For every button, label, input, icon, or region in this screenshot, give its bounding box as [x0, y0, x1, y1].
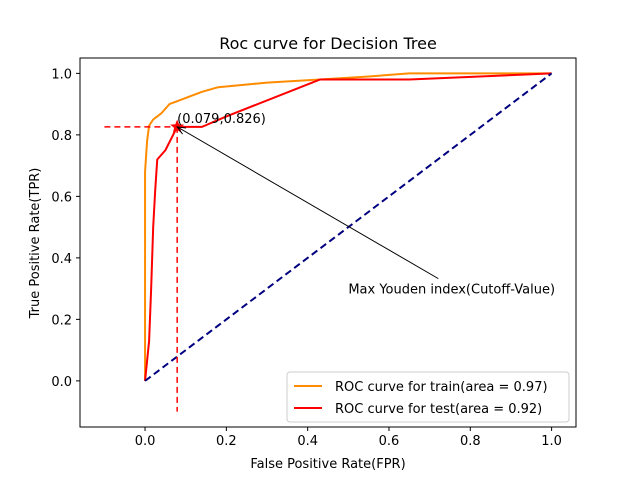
annotation-text: Max Youden index(Cutoff-Value): [348, 283, 555, 298]
chance-diagonal-line: [144, 72, 553, 382]
legend-label-train: ROC curve for train(area = 0.97): [335, 380, 548, 395]
x-axis-title: False Positive Rate(FPR): [250, 457, 405, 472]
y-tick-label: 0.8: [51, 129, 72, 144]
y-tick-label: 1.0: [51, 67, 72, 82]
x-tick-label: 0.2: [216, 434, 237, 449]
x-tick-label: 0.8: [460, 434, 481, 449]
x-axis-ticks: 0.0 0.2 0.4 0.6 0.8 1.0: [135, 427, 562, 449]
annotation-layer: (0.079,0.826) Max Youden index(Cutoff-Val…: [104, 112, 555, 412]
x-tick-label: 0.0: [135, 434, 156, 449]
legend: ROC curve for train(area = 0.97) ROC curv…: [286, 371, 570, 423]
y-axis-ticks: 0.0 0.2 0.4 0.6 0.8 1.0: [51, 67, 80, 390]
train-roc-line: [144, 72, 552, 381]
x-tick-label: 1.0: [541, 434, 562, 449]
test-roc-line: [144, 72, 552, 381]
chart-title: Roc curve for Decision Tree: [219, 34, 437, 53]
y-tick-label: 0.0: [51, 375, 72, 390]
y-tick-label: 0.2: [51, 313, 72, 328]
cutoff-point-label: (0.079,0.826): [177, 112, 266, 127]
legend-box: [286, 371, 570, 423]
legend-label-test: ROC curve for test(area = 0.92): [335, 402, 542, 417]
y-tick-label: 0.4: [51, 252, 72, 267]
x-tick-label: 0.4: [297, 434, 318, 449]
y-axis-title: True Positive Rate(TPR): [28, 168, 43, 320]
y-tick-label: 0.6: [51, 190, 72, 205]
x-tick-label: 0.6: [379, 434, 400, 449]
cutoff-star-marker: [170, 119, 185, 133]
plot-area: [144, 72, 553, 382]
annotation-arrow-head: [176, 126, 187, 135]
plot-frame: [79, 57, 577, 428]
annotation-arrow-line: [176, 126, 439, 280]
